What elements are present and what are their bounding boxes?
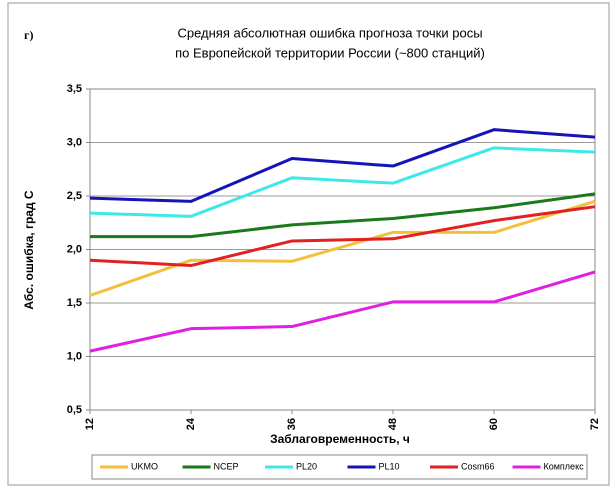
x-tick-label: 60 (488, 418, 500, 430)
y-axis-label: Абс. ошибка, град С (22, 190, 36, 310)
x-tick-label: 36 (286, 418, 298, 430)
legend-box (91, 454, 588, 480)
y-tick-label: 3,0 (67, 136, 82, 148)
series-line (89, 146, 596, 218)
panel-label: г) (24, 28, 33, 42)
x-tick-label: 48 (387, 418, 399, 430)
x-tick-label: 24 (185, 417, 197, 430)
legend-label: PL20 (296, 461, 317, 471)
y-tick-label: 2,0 (67, 243, 82, 255)
y-tick-label: 1,0 (67, 350, 82, 362)
series-line (90, 192, 596, 239)
legend-label: PL10 (379, 461, 400, 471)
legend-label: Cosm66 (461, 461, 495, 471)
y-tick-label: 2,5 (67, 190, 82, 202)
chart-subtitle: по Европейской территории России (~800 с… (175, 45, 485, 60)
legend-label: NCEP (214, 461, 239, 471)
x-tick-label: 72 (589, 418, 601, 430)
chart-title: Средняя абсолютная ошибка прогноза точки… (177, 25, 482, 40)
series-line (89, 205, 596, 268)
legend-label: UKMO (131, 461, 158, 471)
chart-frame (7, 2, 610, 486)
plot-frame (89, 88, 596, 411)
y-tick-label: 0,5 (67, 404, 82, 416)
x-tick-label: 12 (84, 418, 96, 430)
legend-label: Комплекс (544, 461, 585, 471)
y-tick-label: 1,5 (67, 297, 82, 309)
y-tick-label: 3,5 (67, 83, 82, 95)
series-line (89, 270, 596, 353)
x-axis-label: Заблаговременность, ч (270, 432, 410, 446)
series-line (89, 128, 596, 203)
